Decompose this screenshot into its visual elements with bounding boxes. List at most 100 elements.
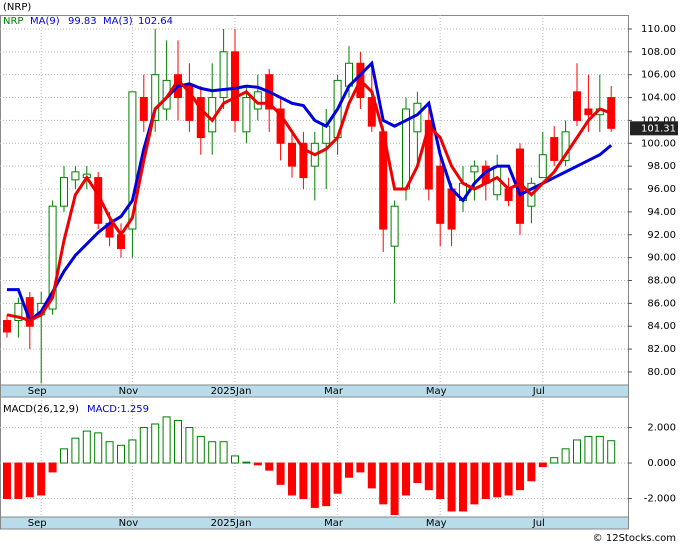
macd-bar [105, 441, 114, 464]
x-tick-label: May [426, 518, 447, 529]
y-tick-label: 0.000 [647, 458, 676, 469]
macd-bar [71, 437, 80, 464]
macd-bar [185, 427, 194, 464]
legend-value: 99.83 [68, 16, 97, 27]
macd-bar [174, 419, 182, 464]
y-tick-label: 80.00 [647, 367, 676, 378]
macd-bar [322, 462, 331, 507]
y-tick-label: -2.000 [644, 494, 676, 505]
legend-entry: MA(3) [103, 16, 133, 27]
candle-body [128, 91, 137, 230]
y-tick-label: 88.00 [647, 275, 676, 286]
candle-body [322, 125, 331, 144]
legend-value: 102.64 [138, 16, 173, 27]
macd-bar [265, 462, 274, 471]
candle-body [584, 108, 593, 116]
candle-body [3, 320, 11, 333]
macd-bar [459, 462, 467, 512]
candle-body [447, 188, 456, 230]
candle-body [71, 171, 80, 181]
candle-body [367, 97, 376, 127]
macd-bar [253, 462, 262, 466]
macd-bar [595, 435, 604, 464]
candle-body [60, 177, 68, 207]
y-tick-label: 110.00 [641, 24, 676, 35]
macd-bar [3, 462, 11, 500]
candle-body [561, 131, 570, 161]
macd-bar [242, 461, 251, 464]
candle-body [573, 91, 581, 121]
macd-bar [527, 462, 536, 482]
candle-body [538, 154, 547, 179]
macd-bar [402, 462, 410, 496]
macd-bar [219, 441, 228, 464]
macd-bar [561, 448, 570, 464]
x-tick-label: Jul [532, 518, 545, 529]
macd-bar [367, 462, 376, 489]
macd-bar [493, 462, 502, 498]
macd-bar [60, 448, 68, 464]
macd-title: MACD(26,12,9) [3, 404, 79, 415]
y-tick-label: 96.00 [647, 184, 676, 195]
macd-bar [607, 440, 616, 464]
x-axis-strip [0, 384, 629, 398]
y-tick-label: 84.00 [647, 321, 676, 332]
macd-bar [139, 427, 148, 464]
macd-bar [413, 462, 422, 484]
y-tick-label: 100.00 [641, 138, 676, 149]
macd-bar [436, 462, 445, 500]
macd-bar [25, 462, 34, 498]
macd-bar [379, 462, 388, 505]
legend-entry: MA(9) [30, 16, 60, 27]
x-tick-label: May [426, 386, 447, 397]
macd-bar [470, 462, 479, 505]
macd-bar [390, 462, 399, 516]
candle-body [470, 165, 479, 173]
macd-bar [48, 462, 57, 473]
last-price-box [630, 121, 678, 136]
candle-body [550, 137, 559, 161]
y-tick-label: 2.000 [647, 423, 676, 434]
y-tick-label: 104.00 [641, 93, 676, 104]
x-tick-label: Nov [119, 518, 139, 529]
macd-bar [196, 435, 205, 464]
candle-body [139, 97, 148, 121]
last-price-label: 101.31 [641, 123, 676, 134]
candle-body [242, 97, 251, 133]
chart-title: (NRP) [3, 2, 31, 13]
x-tick-label: Mar [324, 386, 344, 397]
y-tick-label: 86.00 [647, 298, 676, 309]
macd-bar [117, 444, 125, 464]
candle-body [185, 85, 194, 121]
macd-bar [481, 462, 490, 500]
macd-bar [550, 457, 559, 464]
y-tick-label: 94.00 [647, 207, 676, 218]
macd-bar [345, 462, 353, 478]
candle-body [504, 188, 513, 201]
x-tick-label: Sep [28, 386, 47, 397]
macd-bar [162, 416, 171, 464]
candle-body [48, 205, 57, 310]
macd-bar [447, 462, 456, 512]
macd-bar [573, 439, 581, 464]
macd-bar [299, 462, 308, 500]
x-tick-label: Sep [28, 518, 47, 529]
macd-bar [82, 430, 91, 464]
candle-body [288, 142, 296, 167]
macd-bar [37, 462, 46, 496]
candle-body [424, 119, 433, 190]
candle-body [196, 97, 205, 139]
macd-bar [288, 462, 296, 496]
candle-body [436, 165, 445, 224]
macd-bar [208, 441, 217, 464]
macd-bar [333, 462, 342, 494]
y-tick-label: 102.00 [641, 115, 676, 126]
y-tick-label: 92.00 [647, 230, 676, 241]
legend-entry: NRP [3, 16, 23, 27]
macd-bar [584, 435, 593, 464]
x-axis-strip [0, 516, 629, 530]
x-tick-label: Jul [532, 386, 545, 397]
macd-bar [424, 462, 433, 491]
y-tick-label: 98.00 [647, 161, 676, 172]
